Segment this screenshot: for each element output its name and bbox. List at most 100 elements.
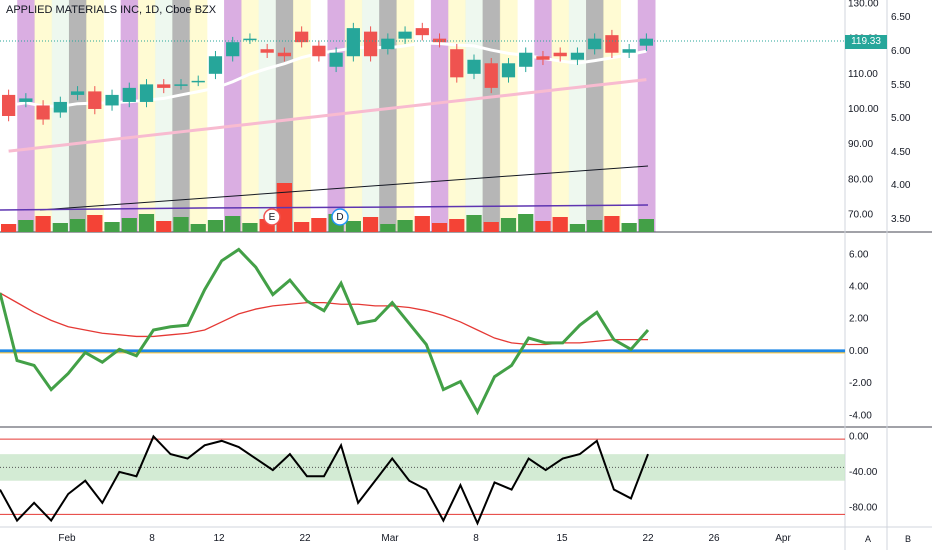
volume-bar [87, 215, 103, 232]
volume-bar [604, 216, 620, 232]
candle-body [450, 49, 464, 78]
background-stripe [189, 0, 208, 232]
candle-body [312, 45, 326, 57]
volume-bar [156, 221, 172, 232]
event-badge-label: D [336, 212, 343, 223]
candle-body [88, 91, 102, 109]
background-stripe [568, 0, 587, 232]
volume-ma-line [0, 204, 649, 211]
date-axis-label: 8 [473, 533, 479, 544]
candle-body [260, 49, 274, 53]
signal-line [0, 292, 648, 346]
oscillator-axis-label: 2.00 [849, 314, 869, 325]
candle-body [605, 35, 619, 53]
volume-bar [518, 214, 534, 232]
candle-body [536, 56, 550, 60]
volume-bar [397, 220, 413, 232]
volume-bar [173, 217, 189, 232]
background-stripe [430, 0, 449, 232]
volume-bar [18, 220, 34, 232]
corner-button-a[interactable]: A [864, 534, 871, 544]
volume-bar [535, 221, 551, 232]
candle-body [346, 28, 360, 57]
background-stripe [344, 0, 363, 232]
candle-body [208, 56, 223, 74]
background-stripe [258, 0, 277, 232]
background-stripe [448, 0, 466, 232]
volume-bar [190, 224, 206, 232]
wr-axis-label: -80.00 [849, 502, 878, 513]
volume-bar [362, 217, 379, 232]
candle-body [36, 105, 50, 120]
volume-bar [345, 221, 361, 232]
event-badge-label: E [269, 212, 276, 223]
candle-body [157, 84, 171, 88]
background-stripe [465, 0, 484, 232]
candle-body [363, 31, 378, 57]
event-badge [331, 208, 349, 226]
volume-bar [35, 216, 51, 232]
date-axis-label: 22 [642, 533, 654, 544]
background-stripe [172, 0, 191, 232]
background-stripe [275, 0, 294, 232]
secondary-axis-label: 5.50 [891, 80, 911, 91]
symbol-title[interactable]: APPLIED MATERIALS INC, 1D, Cboe BZX [6, 4, 217, 16]
volume-bar [500, 218, 517, 232]
volume-bar [207, 220, 224, 232]
price-axis-label: 90.00 [848, 139, 873, 150]
background-stripe [482, 0, 501, 232]
background-stripe [86, 0, 104, 232]
oscillator-axis-label: -4.00 [849, 410, 872, 421]
wr-axis-label: -40.00 [849, 467, 878, 478]
background-stripe [637, 0, 656, 232]
candle-body [139, 84, 154, 102]
candle-body [105, 94, 119, 106]
williams-r-line [0, 434, 649, 526]
oscillator-axis-label: 0.00 [849, 346, 869, 357]
oscillator-axis-label: -2.00 [849, 378, 872, 389]
date-axis-label: 26 [708, 533, 720, 544]
candle-body [329, 52, 343, 67]
volume-bar [587, 220, 603, 232]
candle-body [484, 63, 498, 88]
candle-body [226, 42, 240, 57]
volume-bar [414, 216, 430, 232]
candle-body [415, 28, 429, 36]
volume-bar [466, 215, 482, 232]
candle-body [570, 52, 585, 60]
volume-bar [104, 222, 120, 232]
background-stripe [155, 0, 173, 232]
oscillator-axis-label: 4.00 [849, 282, 869, 293]
candle-body [243, 38, 257, 41]
price-axis-label: 80.00 [848, 174, 873, 185]
volume-bar [638, 219, 654, 232]
date-axis-label: Apr [775, 533, 791, 544]
secondary-axis-label: 6.50 [891, 12, 911, 23]
volume-bar [380, 224, 396, 232]
background-stripe [120, 0, 139, 232]
background-stripe [241, 0, 260, 232]
volume-bar [311, 218, 327, 232]
candle-body [295, 31, 309, 43]
slow-moving-average [8, 78, 647, 153]
volume-bar [138, 214, 155, 232]
date-axis-label: 22 [299, 533, 311, 544]
secondary-axis-label: 4.00 [891, 180, 911, 191]
trend-line [39, 165, 649, 211]
candle-body [398, 31, 412, 39]
background-stripe [499, 0, 518, 232]
candle-body [2, 94, 16, 116]
secondary-axis-label: 6.00 [891, 46, 911, 57]
volume-bar [1, 224, 17, 232]
event-badge [263, 208, 281, 226]
volume-bar [69, 219, 86, 232]
candle-body [174, 84, 188, 86]
background-stripe [361, 0, 380, 232]
volume-bar [552, 217, 568, 232]
secondary-axis-label: 3.50 [891, 214, 911, 225]
date-axis-label: Feb [58, 533, 76, 544]
corner-button-b[interactable]: B [904, 534, 911, 544]
candle-body [588, 38, 602, 50]
